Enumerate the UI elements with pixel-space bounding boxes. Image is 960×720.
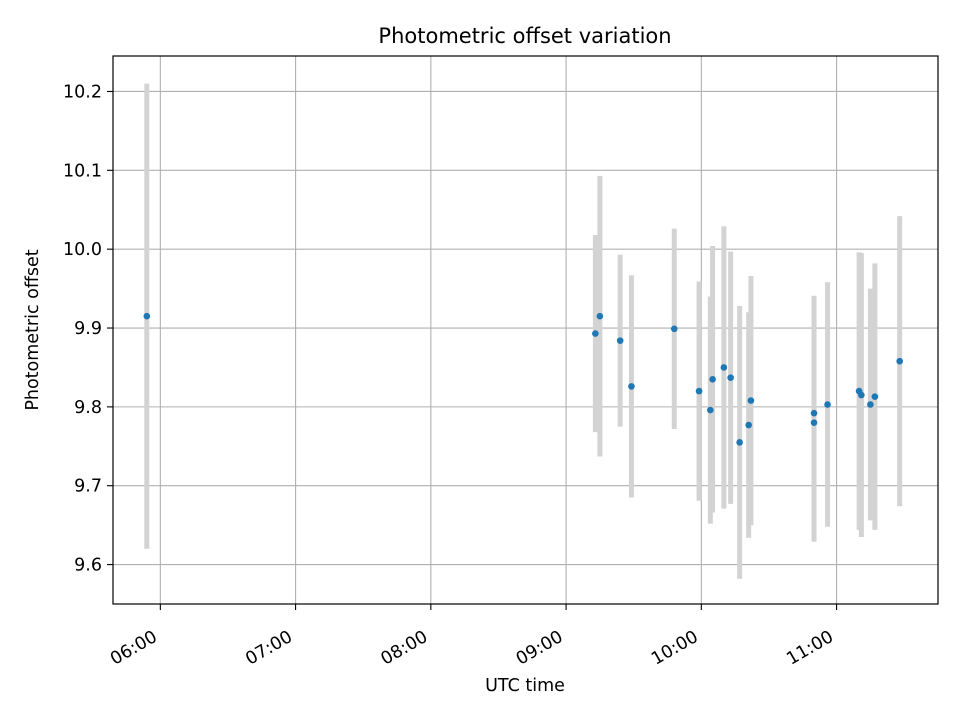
data-point: [871, 393, 879, 400]
data-point: [736, 439, 743, 446]
data-point: [628, 383, 635, 390]
plot-frame: [112, 55, 939, 605]
data-point: [867, 401, 874, 408]
data-point: [720, 364, 728, 371]
data-point: [616, 337, 624, 344]
data-point: [596, 312, 604, 320]
x-axis-label: UTC time: [485, 676, 565, 696]
data-point: [896, 357, 903, 365]
data-point: [810, 419, 818, 426]
y-tick-label: 9.9: [74, 319, 102, 339]
y-tick-label: 10.2: [63, 82, 102, 102]
data-point: [727, 374, 734, 382]
data-point: [592, 330, 599, 337]
data-point: [810, 409, 818, 417]
data-point: [143, 312, 151, 320]
data-point: [858, 391, 865, 399]
data-point: [745, 421, 752, 429]
data-point: [670, 325, 678, 333]
data-points: [143, 312, 903, 446]
grid: [113, 56, 938, 604]
y-tick-label: 10.0: [63, 240, 102, 260]
data-point: [709, 375, 716, 383]
y-tick-label: 9.7: [74, 477, 102, 497]
data-point: [695, 387, 703, 395]
data-point: [707, 406, 714, 414]
y-axis-ticks: 9.6 9.7 9.8 9.9 10.0 10.1 10.2: [63, 82, 113, 576]
data-point: [747, 397, 755, 404]
y-tick-label: 9.6: [74, 556, 102, 576]
y-axis-label: Photometric offset: [23, 249, 43, 410]
chart-title: Photometric offset variation: [378, 24, 671, 48]
data-point: [824, 401, 831, 408]
y-tick-label: 10.1: [63, 161, 102, 181]
y-tick-label: 9.8: [74, 398, 102, 418]
